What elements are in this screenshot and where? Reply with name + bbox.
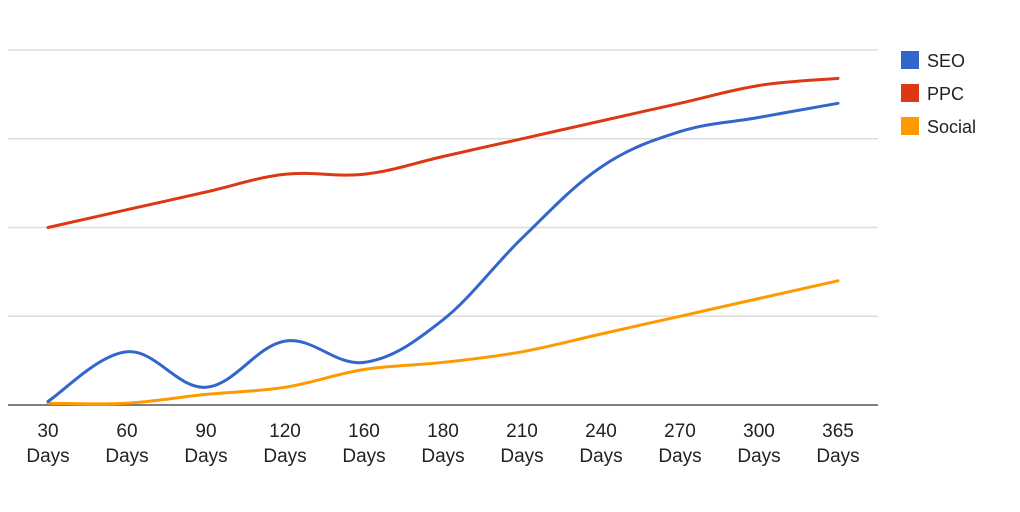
- series-line-seo: [46, 101, 840, 403]
- legend-swatch: [901, 51, 919, 69]
- x-tick-label: 300 Days: [737, 421, 780, 467]
- x-tick-label: 60 Days: [105, 421, 148, 467]
- legend-swatch: [901, 84, 919, 102]
- x-tick-label: 160 Days: [342, 421, 385, 467]
- x-tick-label: 240 Days: [579, 421, 622, 467]
- legend-label: Social: [927, 117, 976, 137]
- legend-item-ppc: PPC: [901, 84, 964, 104]
- x-tick-label: 30 Days: [26, 421, 69, 467]
- series-line-ppc: [46, 76, 840, 229]
- gridlines: [8, 49, 878, 406]
- x-tick-label: 90 Days: [184, 421, 227, 467]
- series-lines: [46, 76, 840, 406]
- x-tick-label: 365 Days: [816, 421, 859, 467]
- legend-item-seo: SEO: [901, 51, 965, 71]
- x-tick-label: 180 Days: [421, 421, 464, 467]
- legend: SEO PPC Social: [901, 51, 976, 137]
- legend-label: PPC: [927, 84, 964, 104]
- x-axis: 30 Days 60 Days 90 Days 120 Days 160 Days 180 Days 2…: [26, 421, 859, 467]
- x-tick-label: 120 Days: [263, 421, 306, 467]
- x-tick-label: 270 Days: [658, 421, 701, 467]
- legend-label: SEO: [927, 51, 965, 71]
- series-line-social: [46, 279, 840, 406]
- legend-swatch: [901, 117, 919, 135]
- legend-item-social: Social: [901, 117, 976, 137]
- x-tick-label: 210 Days: [500, 421, 543, 467]
